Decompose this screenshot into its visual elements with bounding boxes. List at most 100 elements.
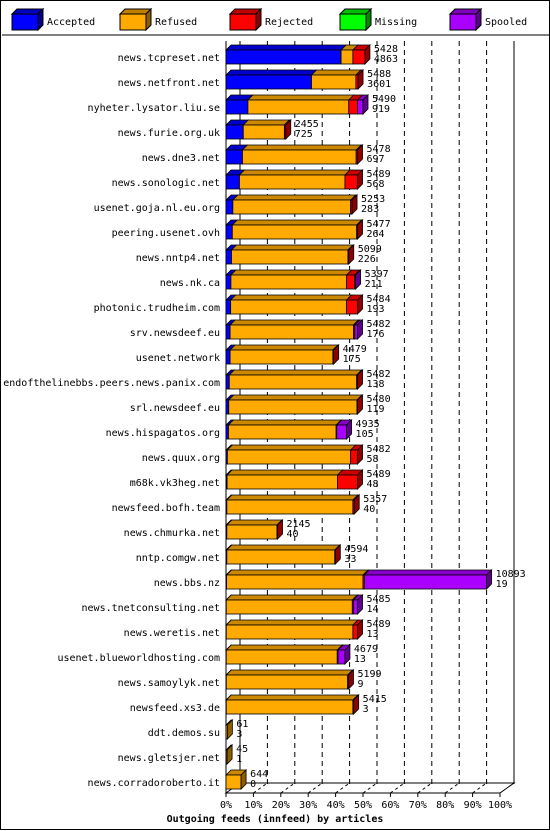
legend-swatch [229, 13, 257, 31]
floor-gridline [362, 782, 378, 794]
offered-value: 5482 [367, 369, 391, 380]
site-label: usenet.blueworldhosting.com [57, 653, 220, 664]
bar-segment [225, 649, 338, 665]
bar-segment-top [227, 419, 343, 426]
legend-label: Refused [155, 17, 197, 28]
site-label: nntp.comgw.net [136, 553, 220, 564]
bar-segment [225, 249, 232, 265]
bar-end [226, 744, 233, 765]
offered-value: 5485 [367, 594, 391, 605]
site-label: news.hispagatos.org [106, 428, 220, 439]
site-label: news.bbs.nz [154, 578, 220, 589]
bar-segment [225, 124, 244, 140]
offered-value: 5478 [367, 144, 391, 155]
site-label: news.nk.ca [160, 278, 220, 289]
site-label: news.sonologic.net [112, 178, 220, 189]
bar-segment-top [241, 144, 363, 151]
bar-segment [337, 474, 358, 490]
bar-segment [225, 299, 232, 315]
bar-segment-top [229, 269, 353, 276]
x-axis-label: Outgoing feeds (innfeed) by articles [167, 813, 384, 825]
bar-end [240, 769, 247, 790]
site-label: news.dne3.net [142, 153, 220, 164]
offered-value: 5477 [367, 219, 391, 230]
site-label: m68k.vk3heg.net [130, 478, 220, 489]
legend-item-missing: Missing [338, 7, 417, 32]
bar-end [348, 244, 355, 265]
offered-value: 2145 [287, 519, 311, 530]
bar-end [357, 619, 363, 640]
floor-gridline [417, 782, 433, 794]
bar-segment-top [242, 119, 291, 126]
bar-segment [225, 399, 230, 415]
site-label: usenet.goja.nl.eu.org [94, 203, 220, 214]
site-label: news.nntp4.net [136, 253, 220, 264]
accepted-value: 9 [357, 679, 363, 690]
accepted-value: 4863 [374, 54, 398, 65]
accepted-value: 40 [287, 529, 299, 540]
bar-segment [350, 449, 358, 465]
accepted-value: 725 [295, 129, 313, 140]
bar-end [357, 294, 363, 315]
offered-value: 5489 [367, 469, 391, 480]
offered-value: 5484 [367, 294, 391, 305]
site-label: news.gletsjer.net [118, 753, 220, 764]
bar-segment [247, 99, 350, 115]
bar-segment [225, 199, 234, 215]
offered-value: 4935 [356, 419, 380, 430]
accepted-value: 176 [367, 329, 385, 340]
bar-segment [230, 274, 347, 290]
bar-end [346, 419, 352, 440]
offered-value: 5482 [367, 444, 391, 455]
x-tick-label: 20% [272, 800, 290, 811]
bar-end [348, 669, 354, 690]
accepted-value: 40 [363, 504, 375, 515]
site-label: news.samoylyk.net [118, 678, 220, 689]
accepted-value: 264 [367, 229, 385, 240]
bar-end [357, 319, 363, 340]
legend-label: Spooled [485, 17, 527, 28]
bar-segment [348, 99, 358, 115]
bar-segment-top [310, 69, 362, 76]
offered-value: 5490 [372, 94, 396, 105]
offered-value: 45 [236, 744, 248, 755]
bar-end [357, 69, 364, 90]
offered-value: 5397 [365, 269, 389, 280]
bar-segment-top [225, 44, 348, 51]
offered-value: 4479 [343, 344, 367, 355]
accepted-value: 3 [363, 704, 369, 715]
bar-segment-top [229, 319, 360, 326]
bar-segment [225, 49, 342, 65]
x-axis: 0% 10% 20% 30% 40% 50% 60% 70% 80% 90% 100% [220, 792, 512, 811]
legend-swatch [119, 13, 147, 31]
bar-segment [357, 99, 364, 115]
site-label: peering.usenet.ovh [112, 228, 220, 239]
bar-segment-top [229, 294, 353, 301]
offered-value: 5099 [358, 244, 382, 255]
legend-label: Missing [375, 17, 417, 28]
offered-value: 2455 [295, 119, 319, 130]
accepted-value: 33 [344, 554, 356, 565]
bar-segment [346, 274, 356, 290]
bar-segment-top [225, 644, 344, 651]
bar-end [357, 594, 363, 615]
bar-segment [354, 324, 358, 340]
bar-segment-top [225, 494, 359, 501]
bar-segment [225, 99, 249, 115]
bar-segment [353, 599, 358, 615]
bar-segment-top [363, 569, 493, 576]
bar-segment [352, 624, 358, 640]
x-tick-label: 50% [354, 800, 372, 811]
